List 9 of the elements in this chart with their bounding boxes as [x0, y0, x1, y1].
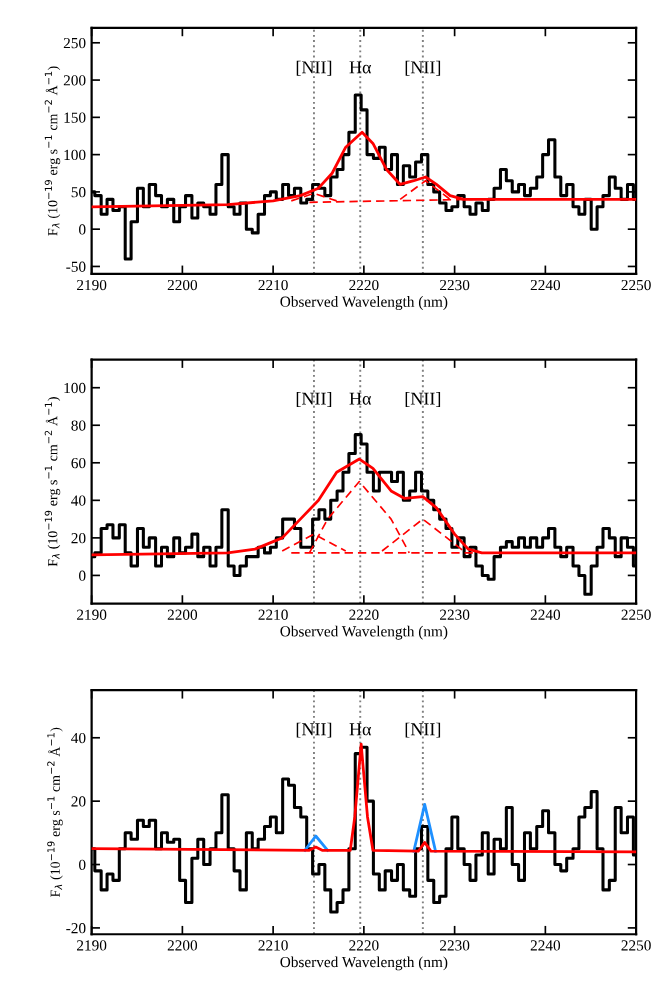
ref-line-label: [NII] — [405, 60, 441, 76]
ref-line-label: [NII] — [296, 391, 332, 407]
ref-line-label: [NII] — [296, 722, 332, 738]
ref-line-label: [NII] — [405, 391, 441, 407]
ref-line-label: Hα — [349, 392, 372, 405]
ref-line-label: Hα — [349, 61, 372, 74]
ref-line-label: Hα — [349, 723, 372, 736]
ref-line-label: [NII] — [296, 60, 332, 76]
ref-line-label: [NII] — [405, 722, 441, 738]
